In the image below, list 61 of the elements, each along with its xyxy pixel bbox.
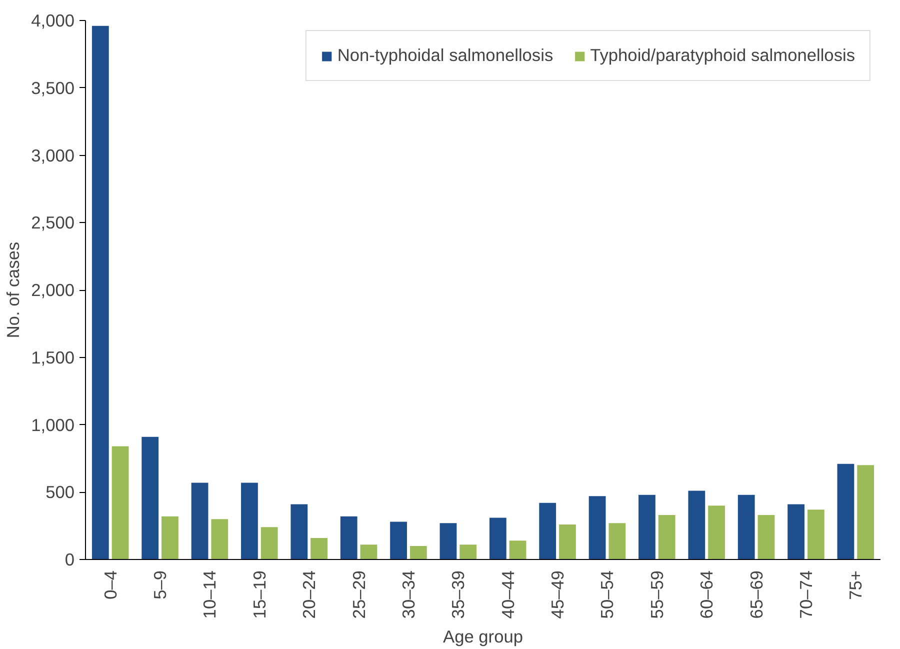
bar xyxy=(509,540,526,560)
bar xyxy=(708,506,725,560)
x-tick-label: 45–49 xyxy=(548,570,568,619)
bar xyxy=(460,544,477,560)
bar xyxy=(191,482,208,560)
bar xyxy=(360,544,378,560)
bar xyxy=(837,464,854,560)
legend-label: Non-typhoidal salmonellosis xyxy=(337,45,554,66)
bar xyxy=(489,518,506,560)
bar xyxy=(310,538,328,560)
bar xyxy=(92,26,109,560)
bar xyxy=(608,523,626,560)
bar xyxy=(241,482,258,560)
x-tick-label: 10–14 xyxy=(200,570,220,619)
x-tick-label: 35–39 xyxy=(448,570,468,619)
bar xyxy=(857,465,874,560)
x-tick-label: 5–9 xyxy=(150,570,170,600)
bar xyxy=(638,494,656,560)
x-axis-title: Age group xyxy=(443,626,523,647)
bar xyxy=(688,490,706,560)
x-tick-label: 40–44 xyxy=(498,570,518,619)
bar xyxy=(738,494,755,560)
y-tick-label: 2,000 xyxy=(31,280,75,300)
bar xyxy=(260,527,278,560)
bar xyxy=(142,436,159,560)
y-tick-label: 2,500 xyxy=(31,212,75,233)
x-tick-label: 60–64 xyxy=(696,570,717,619)
y-tick-label: 1,000 xyxy=(31,414,75,435)
bar xyxy=(807,510,824,560)
x-tick-label: 75+ xyxy=(846,570,866,600)
bar xyxy=(211,519,228,560)
bar xyxy=(559,524,576,560)
bar xyxy=(588,496,606,560)
y-tick-label: 3,000 xyxy=(31,145,75,166)
bar xyxy=(758,515,775,560)
x-tick-label: 65–69 xyxy=(746,570,766,619)
x-tick-label: 0–4 xyxy=(100,570,120,600)
bar xyxy=(440,523,457,560)
x-tick-label: 55–59 xyxy=(646,570,667,619)
x-tick-label: 70–74 xyxy=(796,570,816,619)
y-tick-label: 4,000 xyxy=(31,10,75,30)
legend-label: Typhoid/paratyphoid salmonellosis xyxy=(590,45,855,66)
bar xyxy=(410,546,427,560)
bar xyxy=(340,516,358,560)
y-tick-label: 3,500 xyxy=(31,78,75,98)
x-tick-label: 50–54 xyxy=(597,570,618,619)
bar xyxy=(658,515,676,560)
bar xyxy=(162,516,178,560)
y-tick-label: 500 xyxy=(46,482,75,502)
bar xyxy=(539,502,556,560)
x-tick-label: 15–19 xyxy=(249,570,270,619)
y-tick-label: 1,500 xyxy=(31,347,75,368)
bar xyxy=(290,504,308,560)
x-tick-label: 25–29 xyxy=(348,570,369,619)
x-tick-label: 30–34 xyxy=(398,570,418,619)
y-tick-label: 0 xyxy=(64,550,75,570)
bar xyxy=(390,522,407,560)
x-tick-label: 20–24 xyxy=(299,570,320,619)
bar xyxy=(112,446,129,560)
bar xyxy=(788,504,804,560)
y-axis-title: No. of cases xyxy=(3,242,24,338)
